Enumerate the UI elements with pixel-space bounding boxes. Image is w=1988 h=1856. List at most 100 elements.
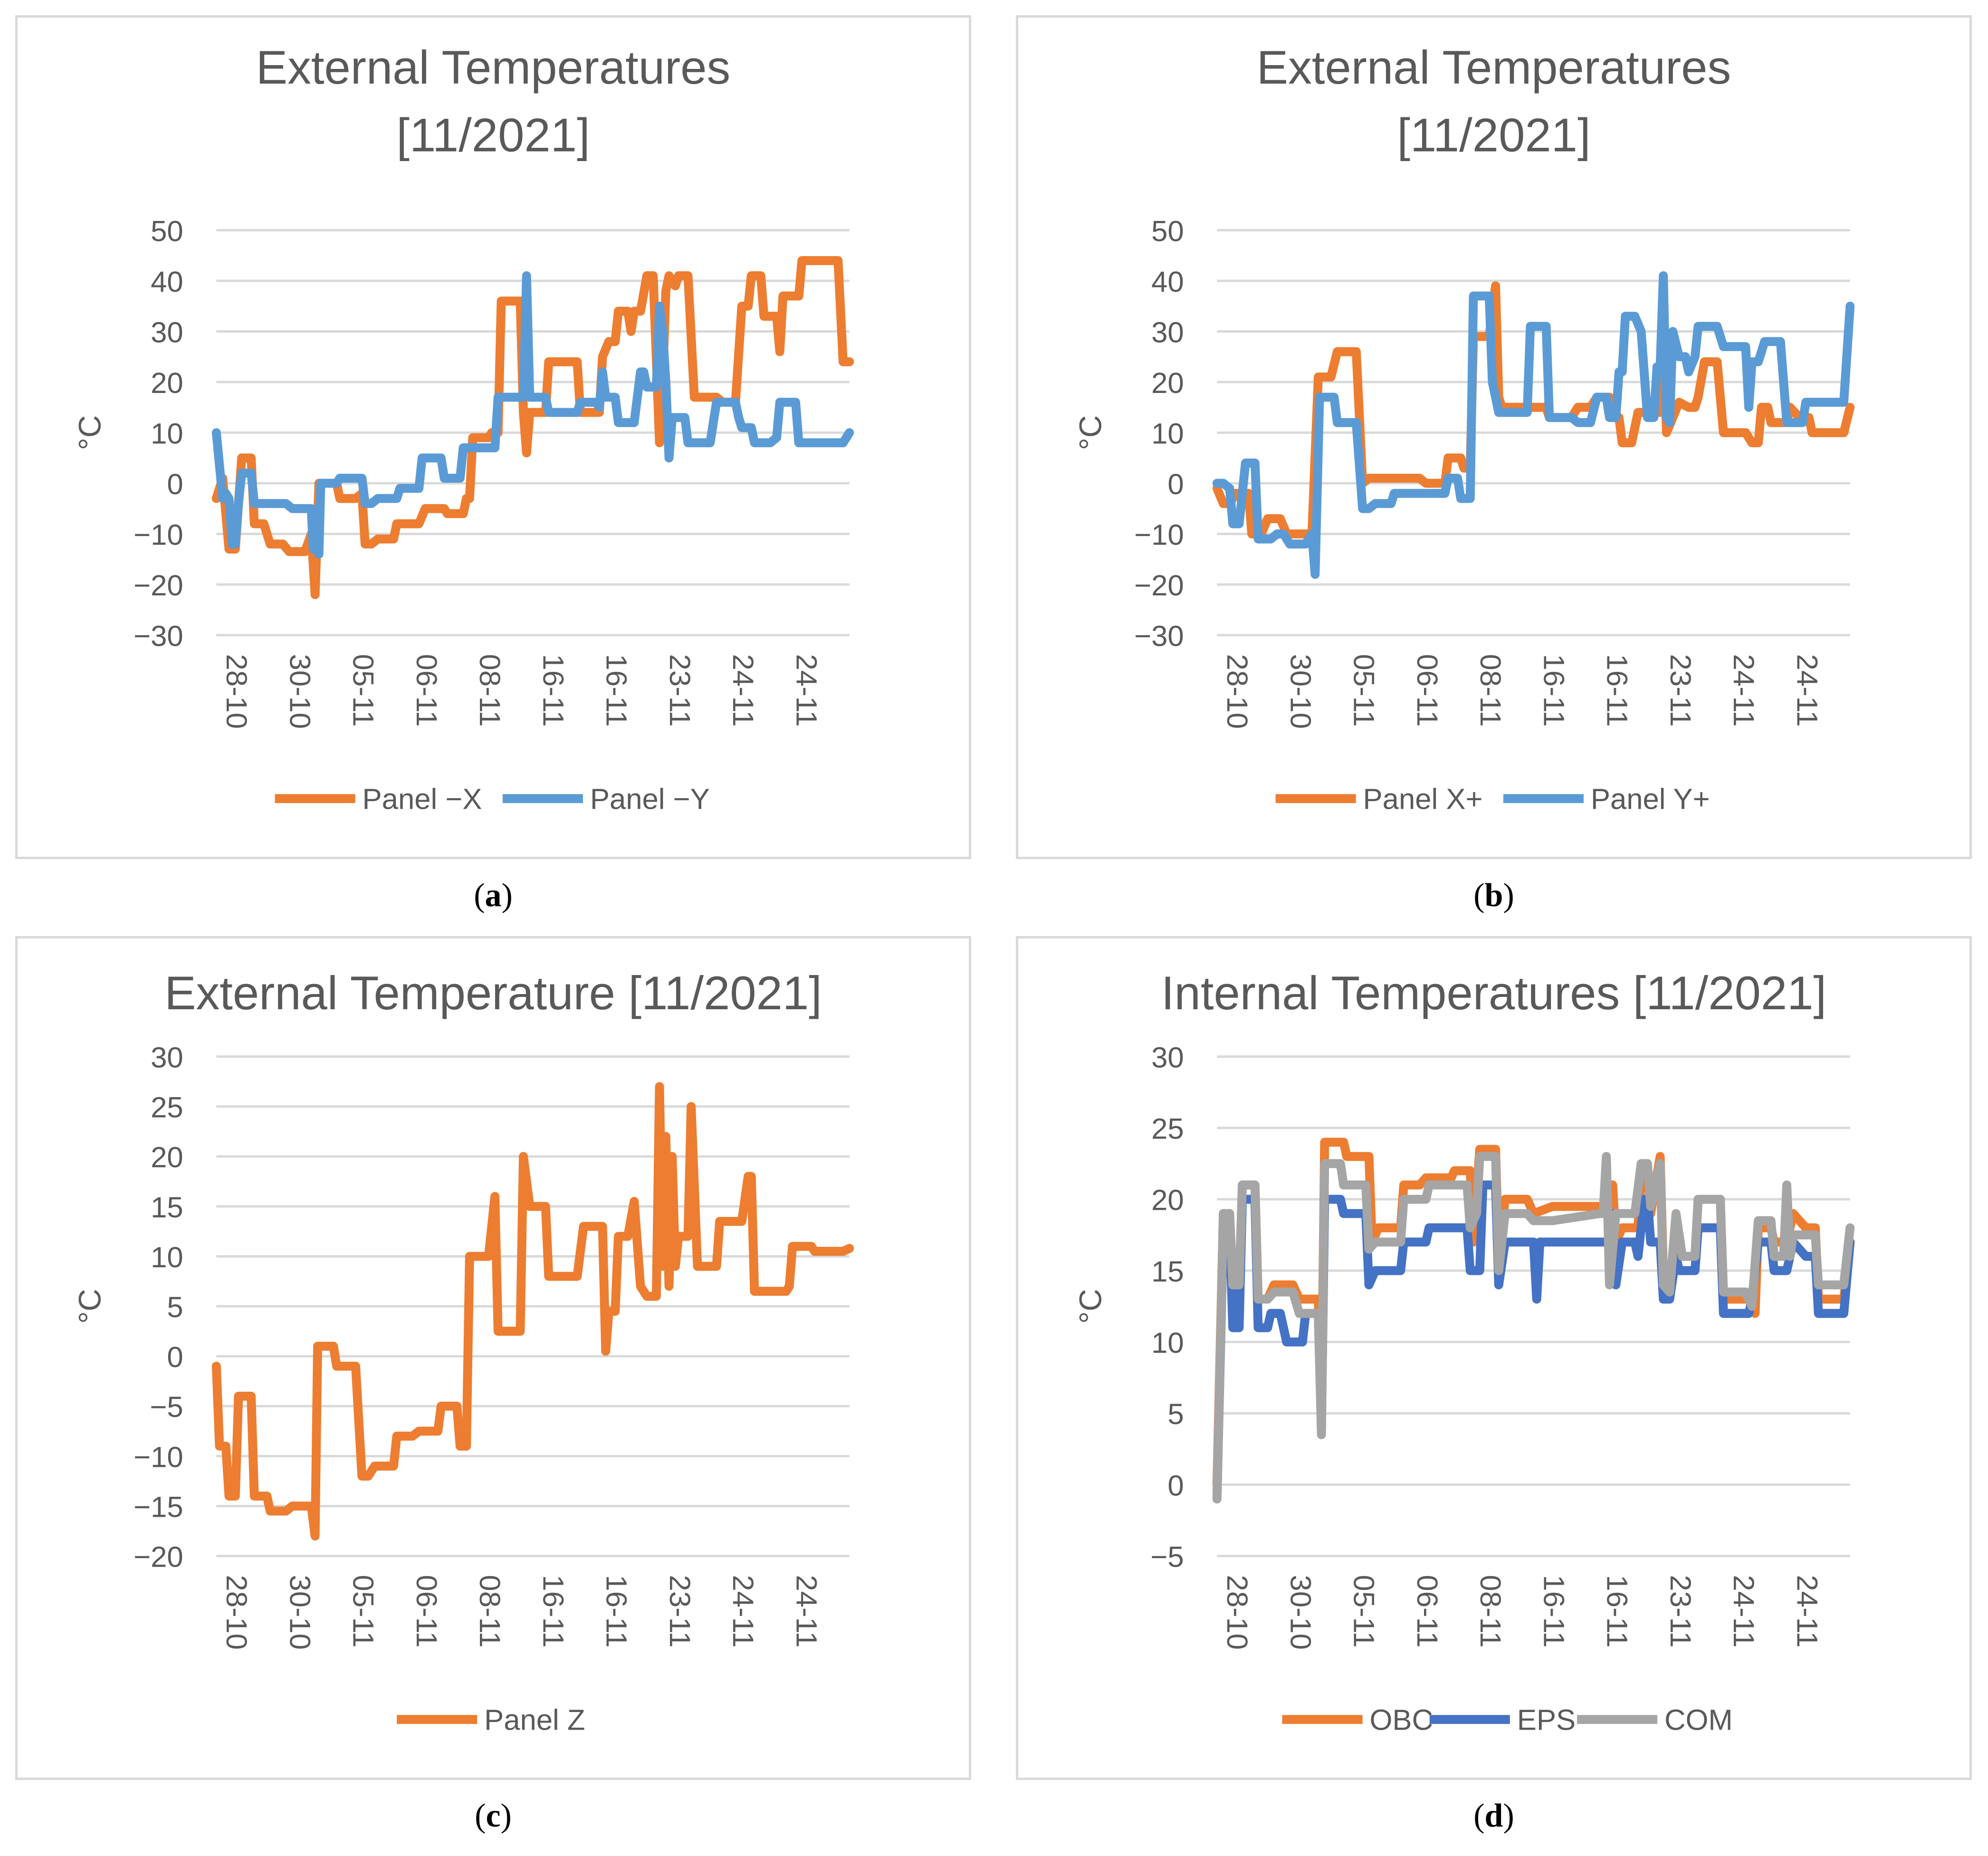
x-tick-label: 16-11 xyxy=(600,1575,633,1647)
series-line-com xyxy=(1212,1152,1855,1503)
y-tick-label: 20 xyxy=(151,1141,183,1174)
x-tick-label: 24-11 xyxy=(790,1575,822,1647)
x-tick-label: 28-10 xyxy=(220,1575,253,1650)
legend-label: Panel Z xyxy=(484,1704,585,1737)
y-axis-label: °C xyxy=(73,1289,107,1324)
y-tick-label: 30 xyxy=(1151,1041,1184,1074)
y-axis-label: °C xyxy=(1073,415,1108,450)
chart-d: Internal Temperatures [11/2021] 30 25 20 15 1… xyxy=(1016,936,1972,1780)
x-tick-label: 23-11 xyxy=(1664,1575,1697,1647)
y-tick-label: 50 xyxy=(1151,215,1184,248)
legend-label: Panel Y+ xyxy=(1591,783,1710,816)
x-tick-label: 23-11 xyxy=(1664,654,1697,727)
legend-label: COM xyxy=(1664,1704,1733,1737)
chart-panel-a: External Temperatures [11/2021] 50 40 30 20 10… xyxy=(15,15,971,859)
x-tick-label: 05-11 xyxy=(347,654,380,727)
x-tick-label: 16-11 xyxy=(600,654,633,727)
x-tick-label: 08-11 xyxy=(1474,1575,1507,1647)
series-line-panel-x xyxy=(1212,281,1855,539)
legend-label: EPS xyxy=(1517,1704,1576,1737)
x-tick-label: 16-11 xyxy=(536,1575,569,1647)
y-tick-label: −10 xyxy=(1134,518,1184,551)
legend-label: OBC xyxy=(1369,1704,1433,1737)
y-tick-label: 50 xyxy=(151,215,183,248)
y-tick-label: 20 xyxy=(1151,1184,1184,1217)
y-tick-label: 15 xyxy=(151,1191,183,1224)
y-tick-label: 10 xyxy=(151,417,183,450)
y-tick-label: 0 xyxy=(167,1341,183,1374)
y-tick-label: −10 xyxy=(134,1441,183,1473)
x-tick-label: 16-11 xyxy=(1601,654,1634,727)
y-tick-label: 40 xyxy=(151,266,183,298)
x-tick-label: 05-11 xyxy=(1348,654,1380,727)
y-tick-label: 30 xyxy=(151,316,183,349)
subfigure-label-c: (c) xyxy=(475,1798,512,1834)
chart-b: External Temperatures [11/2021] 50 40 30 20 10… xyxy=(1016,15,1972,859)
y-tick-label: 0 xyxy=(1167,468,1184,501)
y-tick-label: 0 xyxy=(167,468,183,501)
y-tick-label: 30 xyxy=(1151,316,1184,349)
y-tick-label: 20 xyxy=(151,367,183,400)
chart-title: External Temperature [11/2021] xyxy=(164,967,822,1020)
chart-title: [11/2021] xyxy=(1397,109,1590,162)
subfigure-label-a: (a) xyxy=(474,877,513,914)
chart-a: External Temperatures [11/2021] 50 40 30 20 10… xyxy=(15,15,971,859)
y-tick-label: 10 xyxy=(151,1241,183,1274)
y-tick-label: 25 xyxy=(1151,1113,1184,1146)
x-tick-label: 30-10 xyxy=(283,1575,316,1650)
x-tick-label: 05-11 xyxy=(347,1575,380,1647)
x-tick-label: 23-11 xyxy=(663,1575,696,1647)
x-tick-label: 16-11 xyxy=(536,654,569,727)
x-tick-label: 30-10 xyxy=(1284,654,1317,729)
y-tick-label: 15 xyxy=(1151,1255,1184,1288)
x-tick-label: 28-10 xyxy=(1221,654,1253,729)
legend-label: Panel −Y xyxy=(590,783,710,816)
series-line-panel-y xyxy=(1212,271,1855,579)
x-tick-label: 06-11 xyxy=(410,654,443,727)
y-tick-label: 5 xyxy=(1167,1398,1184,1431)
x-tick-label: 24-11 xyxy=(726,1575,759,1647)
x-tick-label: 06-11 xyxy=(410,1575,443,1647)
subfigure-label-d: (d) xyxy=(1473,1798,1514,1834)
chart-panel-b: External Temperatures [11/2021] 50 40 30 20 10… xyxy=(1016,15,1972,859)
x-tick-label: 30-10 xyxy=(1284,1575,1317,1650)
x-tick-label: 08-11 xyxy=(1474,654,1507,727)
chart-panel-c: External Temperature [11/2021] 30 25 20 15 10… xyxy=(15,936,971,1780)
x-tick-label: 24-11 xyxy=(726,654,759,727)
y-tick-label: −20 xyxy=(1134,569,1184,602)
x-tick-label: 24-11 xyxy=(790,654,822,727)
x-tick-label: 30-10 xyxy=(283,654,316,729)
chart-title: [11/2021] xyxy=(396,109,590,162)
y-tick-label: 20 xyxy=(1151,367,1184,400)
x-tick-label: 24-11 xyxy=(1790,654,1823,727)
legend-label: Panel X+ xyxy=(1363,783,1483,816)
y-tick-label: 40 xyxy=(1151,266,1184,298)
subfigure-label-b: (b) xyxy=(1473,877,1514,914)
x-tick-label: 24-11 xyxy=(1727,1575,1760,1647)
x-tick-label: 28-10 xyxy=(1221,1575,1253,1650)
chart-title: External Temperatures xyxy=(256,41,730,94)
y-tick-label: 30 xyxy=(151,1041,183,1074)
legend-label: Panel −X xyxy=(363,783,482,816)
chart-panel-d: Internal Temperatures [11/2021] 30 25 20 15 1… xyxy=(1016,936,1972,1780)
chart-title: Internal Temperatures [11/2021] xyxy=(1161,967,1826,1020)
x-tick-label: 28-10 xyxy=(220,654,253,729)
x-tick-label: 05-11 xyxy=(1348,1575,1380,1647)
y-tick-label: 5 xyxy=(167,1291,183,1324)
y-axis-label: °C xyxy=(73,415,107,450)
y-axis-label: °C xyxy=(1073,1289,1108,1324)
x-tick-label: 06-11 xyxy=(1411,654,1443,727)
x-tick-label: 08-11 xyxy=(473,654,506,727)
y-tick-label: −20 xyxy=(134,569,183,602)
y-tick-label: 25 xyxy=(151,1091,183,1124)
y-tick-label: −15 xyxy=(134,1491,183,1523)
x-tick-label: 24-11 xyxy=(1727,654,1760,727)
x-tick-label: 08-11 xyxy=(473,1575,506,1647)
chart-title: External Temperatures xyxy=(1257,41,1731,94)
y-tick-label: −30 xyxy=(134,620,183,653)
series-line-panel-z xyxy=(211,1082,854,1541)
chart-c: External Temperature [11/2021] 30 25 20 15 10… xyxy=(15,936,971,1780)
y-tick-label: 0 xyxy=(1167,1469,1184,1502)
y-tick-label: −30 xyxy=(1134,620,1184,653)
y-tick-label: −5 xyxy=(150,1391,183,1424)
